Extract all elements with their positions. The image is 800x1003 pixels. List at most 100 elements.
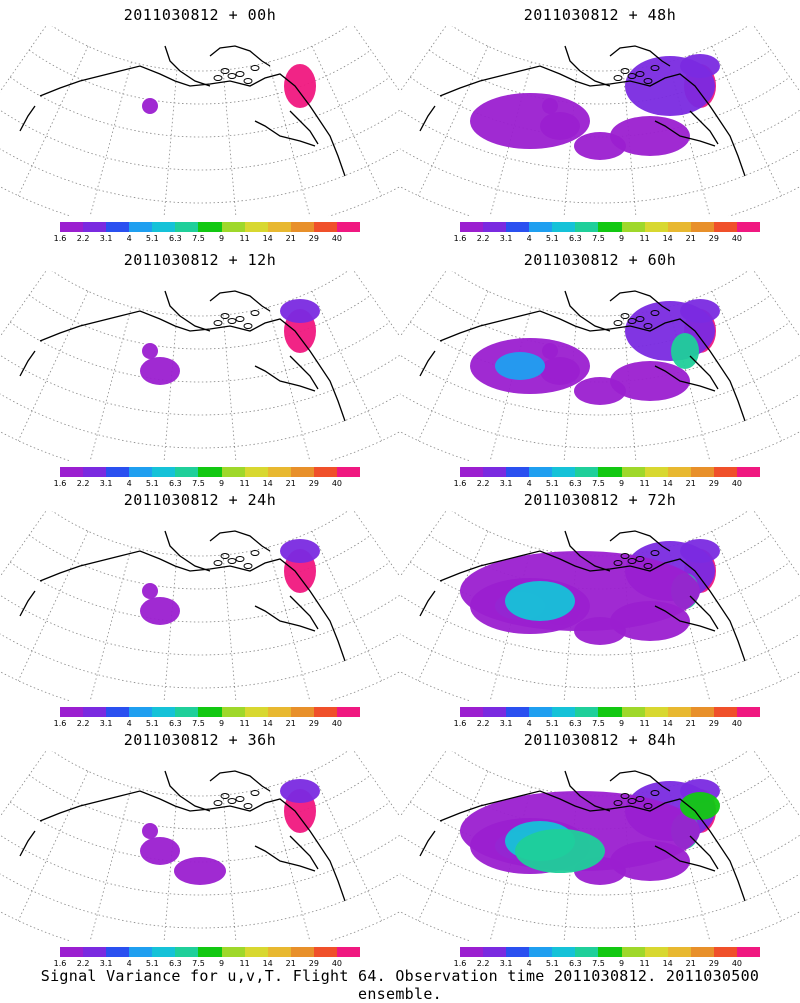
- island-outline: [250, 550, 260, 556]
- colorbar-swatch: [621, 707, 645, 717]
- colorbar-swatch: [129, 467, 153, 477]
- graticule-parallel: [51, 751, 349, 797]
- graticule-meridian: [400, 271, 447, 338]
- colorbar: [60, 947, 361, 957]
- colorbar-swatch: [529, 222, 553, 232]
- colorbar: [60, 467, 361, 477]
- graticule-parallel: [451, 26, 749, 72]
- coastline: [39, 65, 346, 177]
- graticule-parallel: [400, 109, 800, 171]
- colorbar-label: 1.6: [53, 959, 67, 968]
- graticule-meridian: [0, 751, 47, 818]
- coastline: [164, 290, 211, 332]
- map-panel: 2011030812 + 72h 1.6 2.2 3.1 4 5.1 6.3 7.5 9 11 14…: [400, 485, 800, 728]
- colorbar-label: 1.6: [453, 719, 467, 728]
- island-outline: [627, 558, 637, 564]
- panel-title: 2011030812 + 60h: [523, 251, 677, 269]
- colorbar-label: 2.2: [76, 719, 90, 728]
- colorbar-swatch: [336, 467, 361, 477]
- graticule-meridian: [417, 291, 489, 441]
- colorbar-label: 6.3: [569, 719, 582, 728]
- graticule-meridian: [753, 271, 800, 338]
- colorbar-label: 2.2: [76, 959, 90, 968]
- colorbar-swatch: [621, 222, 645, 232]
- colorbar-swatch: [736, 707, 761, 717]
- graticule-parallel: [0, 633, 400, 689]
- variance-contour: [280, 779, 320, 803]
- island-outline: [635, 316, 645, 322]
- colorbar-label: 14: [262, 234, 273, 243]
- graticule-parallel: [451, 751, 749, 797]
- colorbar-label: 11: [639, 234, 650, 243]
- colorbar: [460, 947, 761, 957]
- colorbar-swatch: [483, 707, 507, 717]
- coastline: [439, 550, 746, 662]
- variance-contour: [610, 116, 690, 156]
- coastline: [39, 310, 346, 422]
- graticule-parallel: [400, 431, 800, 461]
- colorbar-swatch: [60, 222, 84, 232]
- colorbar-swatch: [83, 222, 107, 232]
- colorbar-swatch: [598, 467, 622, 477]
- coastline: [19, 830, 36, 857]
- coastline: [289, 595, 319, 630]
- coastline: [564, 290, 611, 332]
- panel-title: 2011030812 + 36h: [123, 731, 277, 749]
- variance-contour: [610, 361, 690, 401]
- graticule-meridian: [222, 69, 237, 216]
- graticule-parallel: [28, 534, 372, 590]
- graticule-meridian: [222, 554, 237, 701]
- coastline: [654, 120, 716, 147]
- colorbar-label: 40: [331, 479, 343, 488]
- colorbar-label: 9: [218, 234, 225, 243]
- map-panel: 2011030812 + 24h 1.6 2.2 3.1 4 5.1 6.3 7.5 9 11 14…: [0, 485, 400, 728]
- colorbar-label: 40: [731, 479, 743, 488]
- colorbar-swatch: [575, 947, 599, 957]
- colorbar-label: 1.6: [453, 959, 467, 968]
- graticule-parallel: [0, 431, 400, 461]
- colorbar-label: 5.1: [145, 719, 159, 728]
- graticule-parallel: [400, 354, 800, 416]
- coastline: [439, 790, 746, 902]
- colorbar-labels: 1.6 2.2 3.1 4 5.1 6.3 7.5 9 11 14 21 29 40: [454, 719, 760, 729]
- graticule-meridian: [417, 46, 489, 196]
- colorbar-swatch: [529, 947, 553, 957]
- colorbar-swatch: [667, 222, 691, 232]
- island-outline: [235, 556, 245, 562]
- coastline: [254, 365, 316, 392]
- colorbar-label: 40: [331, 959, 343, 968]
- island-outline: [235, 71, 245, 77]
- figure-caption: Signal Variance for u,v,T. Flight 64. Ob…: [40, 967, 760, 1003]
- colorbar-label: 7.5: [592, 234, 605, 243]
- graticule-meridian: [89, 306, 132, 461]
- variance-contour: [140, 357, 180, 385]
- colorbar-swatch: [152, 467, 176, 477]
- island-outline: [613, 800, 623, 806]
- coastline: [39, 790, 346, 902]
- colorbar-label: 1.6: [53, 234, 67, 243]
- coastline: [609, 770, 671, 792]
- coastline: [439, 310, 746, 422]
- colorbar-label: 5.1: [545, 234, 559, 243]
- graticule-meridian: [489, 306, 532, 461]
- colorbar-labels: 1.6 2.2 3.1 4 5.1 6.3 7.5 9 11 14 21 29 40: [54, 479, 360, 489]
- colorbar-label: 21: [285, 959, 296, 968]
- graticule-meridian: [711, 46, 783, 196]
- colorbar-swatch: [483, 467, 507, 477]
- graticule-parallel: [428, 774, 772, 830]
- colorbar-swatch: [552, 467, 576, 477]
- island-outline: [620, 793, 630, 799]
- variance-contour: [505, 581, 575, 621]
- colorbar-label: 6.3: [569, 479, 582, 488]
- coastline: [564, 530, 611, 572]
- colorbar-label: 6.3: [569, 234, 582, 243]
- colorbar-swatch: [60, 947, 84, 957]
- map-plot: [400, 511, 800, 701]
- colorbar-swatch: [460, 222, 484, 232]
- graticule-parallel: [428, 294, 772, 350]
- colorbar-swatch: [83, 467, 107, 477]
- island-outline: [250, 790, 260, 796]
- coastline: [289, 835, 319, 870]
- coastline: [209, 530, 271, 552]
- colorbar-swatch: [529, 467, 553, 477]
